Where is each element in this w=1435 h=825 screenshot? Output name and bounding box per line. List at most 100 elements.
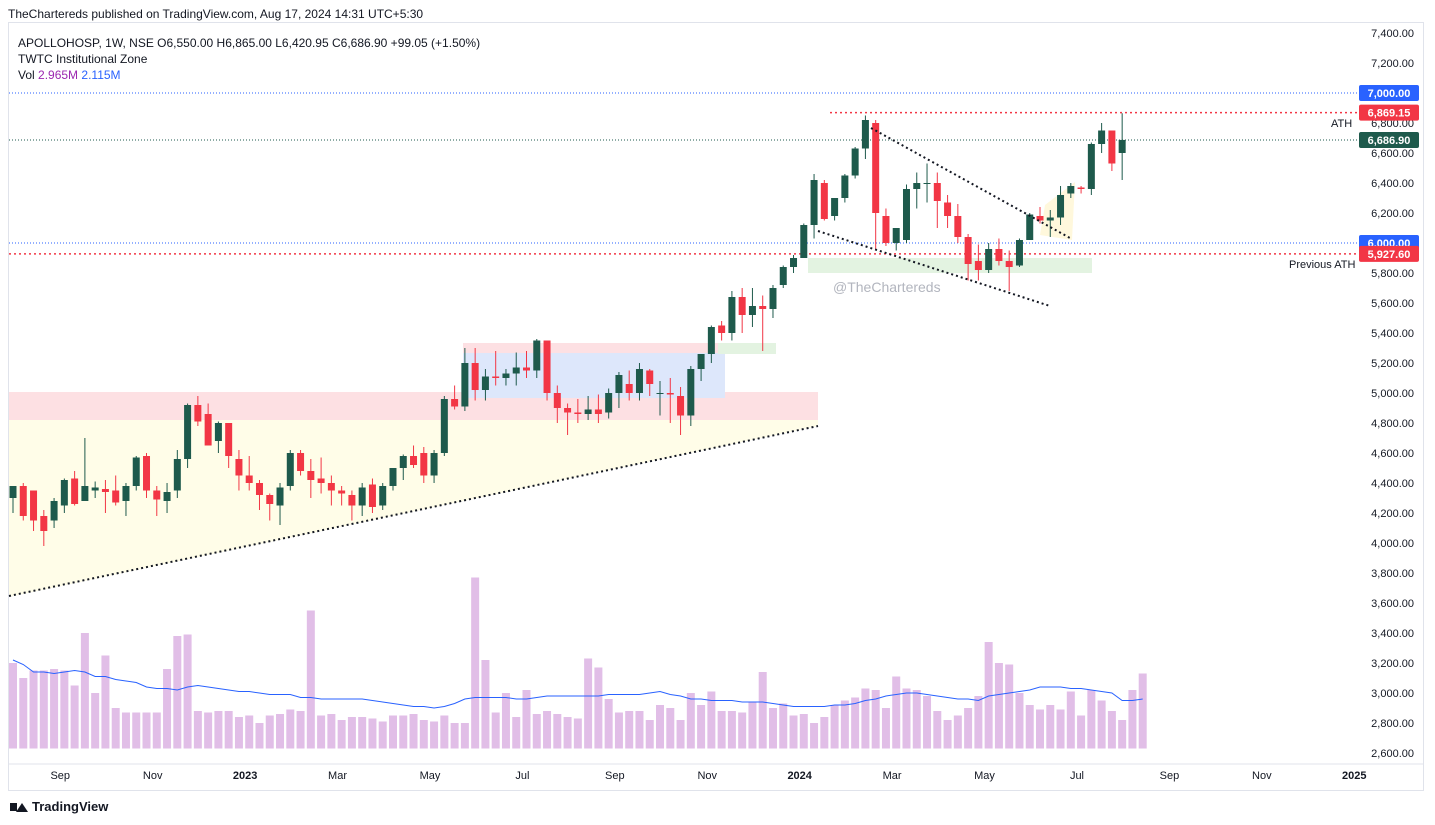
candle-body bbox=[327, 483, 335, 491]
candle-body bbox=[19, 486, 27, 516]
volume-bar bbox=[19, 678, 28, 749]
volume-bar bbox=[286, 709, 295, 749]
candle-body bbox=[872, 123, 880, 213]
price-label-badge bbox=[1359, 131, 1419, 148]
candle-body bbox=[594, 409, 602, 414]
candle-body bbox=[728, 297, 736, 333]
volume-bar bbox=[892, 676, 901, 749]
volume-bar bbox=[923, 696, 932, 749]
candle-body bbox=[471, 363, 479, 390]
volume-bar bbox=[686, 693, 695, 749]
volume-ma-line bbox=[12, 659, 1143, 709]
candle-body bbox=[91, 487, 99, 491]
volume-bar bbox=[296, 711, 305, 749]
volume-bar bbox=[645, 720, 654, 749]
volume-bar bbox=[163, 669, 172, 749]
y-tick-label: 4,800.00 bbox=[1371, 418, 1414, 430]
candle-body bbox=[81, 486, 89, 501]
volume-label: Vol bbox=[18, 68, 35, 82]
tradingview-footer[interactable]: TradingView bbox=[10, 799, 108, 814]
candle-body bbox=[533, 340, 541, 371]
legend-indicator[interactable]: TWTC Institutional Zone bbox=[18, 52, 148, 66]
volume-bar bbox=[1066, 691, 1075, 749]
candle-body bbox=[656, 393, 664, 394]
y-tick-label: 2,800.00 bbox=[1371, 718, 1414, 730]
breakout-zone-green bbox=[718, 343, 776, 354]
volume-bar bbox=[748, 702, 757, 749]
volume-bar bbox=[306, 610, 315, 749]
candle-body bbox=[543, 340, 551, 393]
volume-bar bbox=[553, 714, 562, 749]
candle-body bbox=[995, 249, 1003, 261]
candle-body bbox=[225, 423, 233, 456]
volume-bar bbox=[152, 712, 161, 749]
candle-body bbox=[687, 369, 695, 416]
price-label-text: 6,686.90 bbox=[1368, 135, 1411, 147]
volume-bar bbox=[573, 718, 582, 749]
candle-body bbox=[584, 409, 592, 414]
x-tick-label: Nov bbox=[697, 770, 717, 782]
volume-bar bbox=[491, 712, 500, 749]
volume-bar bbox=[871, 690, 880, 749]
legend-volume[interactable]: Vol 2.965M 2.115M bbox=[18, 67, 480, 83]
volume-bar bbox=[440, 715, 449, 749]
candle-body bbox=[851, 148, 859, 176]
volume-bar bbox=[789, 715, 798, 749]
volume-bar bbox=[358, 717, 367, 749]
candle-body bbox=[461, 363, 469, 407]
volume-bar bbox=[317, 715, 326, 749]
candle-body bbox=[810, 180, 818, 225]
y-tick-label: 3,200.00 bbox=[1371, 658, 1414, 670]
x-tick-label: Nov bbox=[143, 770, 163, 782]
x-tick-label: Mar bbox=[883, 770, 902, 782]
candle-body bbox=[759, 306, 767, 309]
volume-bar bbox=[984, 642, 993, 749]
y-tick-label: 5,200.00 bbox=[1371, 358, 1414, 370]
x-tick-label: Sep bbox=[50, 770, 70, 782]
volume-bar bbox=[347, 717, 356, 749]
volume-bar bbox=[953, 715, 962, 749]
x-tick-label: 2025 bbox=[1342, 770, 1366, 782]
y-tick-label: 3,400.00 bbox=[1371, 628, 1414, 640]
volume-bar bbox=[430, 721, 439, 749]
candle-body bbox=[122, 486, 130, 501]
candle-body bbox=[143, 456, 151, 491]
volume-bar bbox=[1036, 709, 1044, 749]
candle-body bbox=[163, 492, 171, 501]
volume-bar bbox=[635, 711, 644, 749]
candle-body bbox=[317, 478, 325, 483]
volume-bar bbox=[1077, 715, 1086, 749]
candle-body bbox=[635, 369, 643, 393]
price-label-badge bbox=[1359, 104, 1419, 121]
candle-body bbox=[50, 501, 58, 521]
candle-body bbox=[666, 393, 674, 395]
chart-frame[interactable] bbox=[8, 22, 1424, 791]
volume-bar bbox=[234, 717, 243, 749]
candle-body bbox=[60, 480, 68, 506]
candle-body bbox=[748, 306, 756, 315]
volume-bar bbox=[111, 708, 120, 749]
volume-ma-value: 2.115M bbox=[81, 68, 121, 82]
candle-body bbox=[738, 297, 746, 315]
candle-body bbox=[40, 516, 48, 531]
candle-body bbox=[410, 456, 418, 465]
volume-bar bbox=[193, 711, 202, 749]
candle-body bbox=[235, 459, 243, 476]
y-tick-label: 5,000.00 bbox=[1371, 388, 1414, 400]
candle-body bbox=[831, 198, 839, 216]
volume-bar bbox=[481, 660, 490, 749]
volume-bar bbox=[727, 711, 736, 749]
candle-body bbox=[245, 475, 253, 483]
volume-bar bbox=[994, 663, 1003, 749]
x-tick-label: 2023 bbox=[233, 770, 257, 782]
candle-body bbox=[420, 453, 428, 476]
candle-body bbox=[707, 327, 715, 354]
wedge-lower-trendline bbox=[817, 230, 1051, 307]
candle-body bbox=[1015, 240, 1023, 266]
volume-bar bbox=[840, 700, 849, 749]
x-tick-label: Sep bbox=[605, 770, 625, 782]
candle-body bbox=[1005, 261, 1013, 267]
volume-bar bbox=[255, 723, 264, 749]
candle-body bbox=[173, 459, 181, 491]
